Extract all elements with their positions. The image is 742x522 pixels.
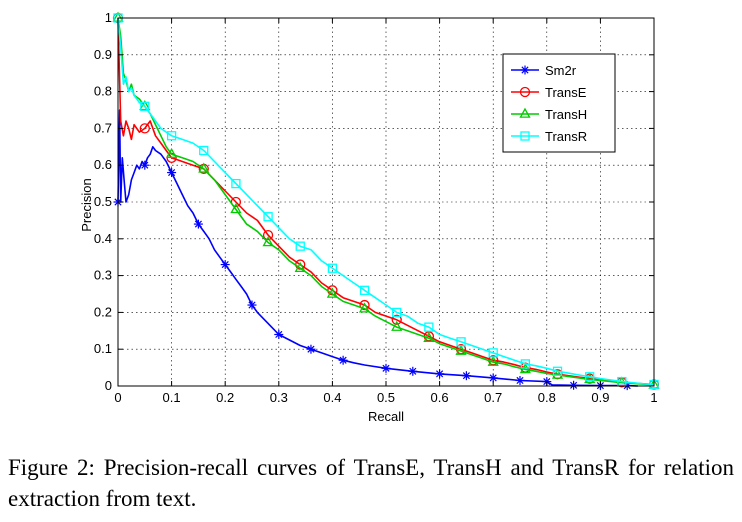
marker-transr [552, 366, 563, 376]
marker-transr [488, 348, 498, 358]
x-tick-label: 0.3 [270, 390, 288, 405]
marker-transr [199, 145, 209, 156]
series-line-transr [117, 17, 655, 386]
legend-marker-sm2r [520, 65, 530, 75]
marker-sm2r [461, 371, 471, 381]
legend-label-transe: TransE [545, 85, 587, 100]
marker-sm2r [435, 369, 445, 379]
y-tick-label: 0.1 [94, 341, 112, 356]
y-tick-label: 0.4 [94, 231, 112, 246]
x-tick-label: 0.7 [484, 390, 502, 405]
marker-transh [551, 368, 564, 379]
legend: Sm2r TransE TransH TransR [502, 53, 616, 153]
y-tick-label: 1 [105, 10, 112, 25]
marker-sm2r [247, 300, 257, 310]
legend-label-transh: TransH [545, 107, 587, 122]
marker-transr [140, 101, 150, 111]
y-tick-label: 0 [105, 378, 112, 393]
marker-transr [231, 178, 241, 189]
y-tick-label: 0.2 [94, 304, 112, 319]
legend-item-transh: TransH [511, 107, 587, 122]
y-tick-label: 0.6 [94, 157, 112, 172]
series-line-transh [117, 17, 655, 386]
y-tick-label: 0.5 [94, 194, 112, 209]
marker-transh [455, 344, 467, 355]
marker-transh [326, 287, 339, 298]
marker-transh [584, 373, 596, 384]
legend-item-transe: TransE [511, 85, 587, 100]
marker-sm2r [338, 355, 348, 365]
series-line-sm2r [117, 109, 638, 387]
marker-sm2r [488, 373, 498, 383]
x-tick-label: 0.5 [377, 390, 395, 405]
marker-sm2r [193, 219, 203, 229]
marker-transe [391, 314, 402, 325]
marker-sm2r [408, 366, 418, 376]
marker-transr [392, 307, 402, 318]
marker-sm2r [167, 168, 177, 178]
x-tick-label: 0.8 [538, 390, 556, 405]
precision-recall-chart: 0 0.1 0.2 0.3 0.4 0.5 0.6 0.7 0.8 0.9 1 0 0.1 0.2 0.3 0… [79, 10, 660, 424]
marker-transr [263, 212, 273, 222]
x-tick-label: 0.2 [216, 390, 234, 405]
axis-ticks: 0 0.1 0.2 0.3 0.4 0.5 0.6 0.7 0.8 0.9 1 0 0.1 0.2 0.3 0… [94, 10, 658, 405]
marker-transe [139, 123, 150, 134]
y-tick-label: 0.3 [94, 268, 112, 283]
marker-transr [585, 372, 595, 382]
x-tick-label: 0.9 [591, 390, 609, 405]
marker-transr [359, 285, 370, 295]
x-axis-title: Recall [368, 409, 404, 424]
marker-transr [456, 337, 466, 347]
legend-marker-transh [519, 107, 531, 118]
marker-transh [294, 261, 306, 273]
x-tick-label: 0.4 [323, 390, 341, 405]
figure-caption: Figure 2: Precision-recall curves of Tra… [8, 455, 734, 511]
x-tick-label: 0.6 [431, 390, 449, 405]
legend-marker-transr [520, 131, 530, 141]
marker-transr [166, 131, 177, 141]
marker-transh [391, 320, 403, 331]
x-tick-label: 0 [114, 390, 121, 405]
marker-transh [198, 162, 210, 173]
marker-sm2r [140, 160, 150, 170]
legend-marker-transe [519, 86, 531, 98]
marker-transr [327, 263, 338, 273]
marker-sm2r [274, 329, 284, 339]
x-tick-label: 0.1 [163, 390, 181, 405]
marker-sm2r [515, 375, 525, 385]
marker-transh [487, 355, 499, 366]
marker-transh [358, 302, 371, 313]
legend-label-transr: TransR [545, 129, 587, 144]
y-tick-label: 0.9 [94, 47, 112, 62]
y-tick-label: 0.7 [94, 120, 112, 135]
legend-item-transr: TransR [511, 129, 587, 144]
marker-transh [262, 236, 274, 247]
marker-transr [424, 322, 434, 332]
marker-sm2r [220, 260, 230, 270]
series-line-transe [117, 17, 655, 386]
marker-transh [230, 203, 242, 214]
y-tick-label: 0.8 [94, 84, 112, 99]
marker-transr [295, 241, 305, 251]
legend-item-sm2r: Sm2r [511, 63, 577, 78]
marker-sm2r [306, 344, 316, 354]
legend-label-sm2r: Sm2r [545, 63, 577, 78]
marker-sm2r [381, 363, 391, 373]
series-transr [113, 13, 659, 390]
marker-sm2r [569, 380, 579, 390]
series-group [112, 11, 660, 391]
marker-transr [520, 359, 531, 369]
y-axis-title: Precision [79, 178, 94, 231]
x-tick-label: 1 [650, 390, 657, 405]
marker-transe [262, 229, 274, 241]
marker-transh [165, 147, 178, 158]
marker-transh [423, 331, 435, 342]
